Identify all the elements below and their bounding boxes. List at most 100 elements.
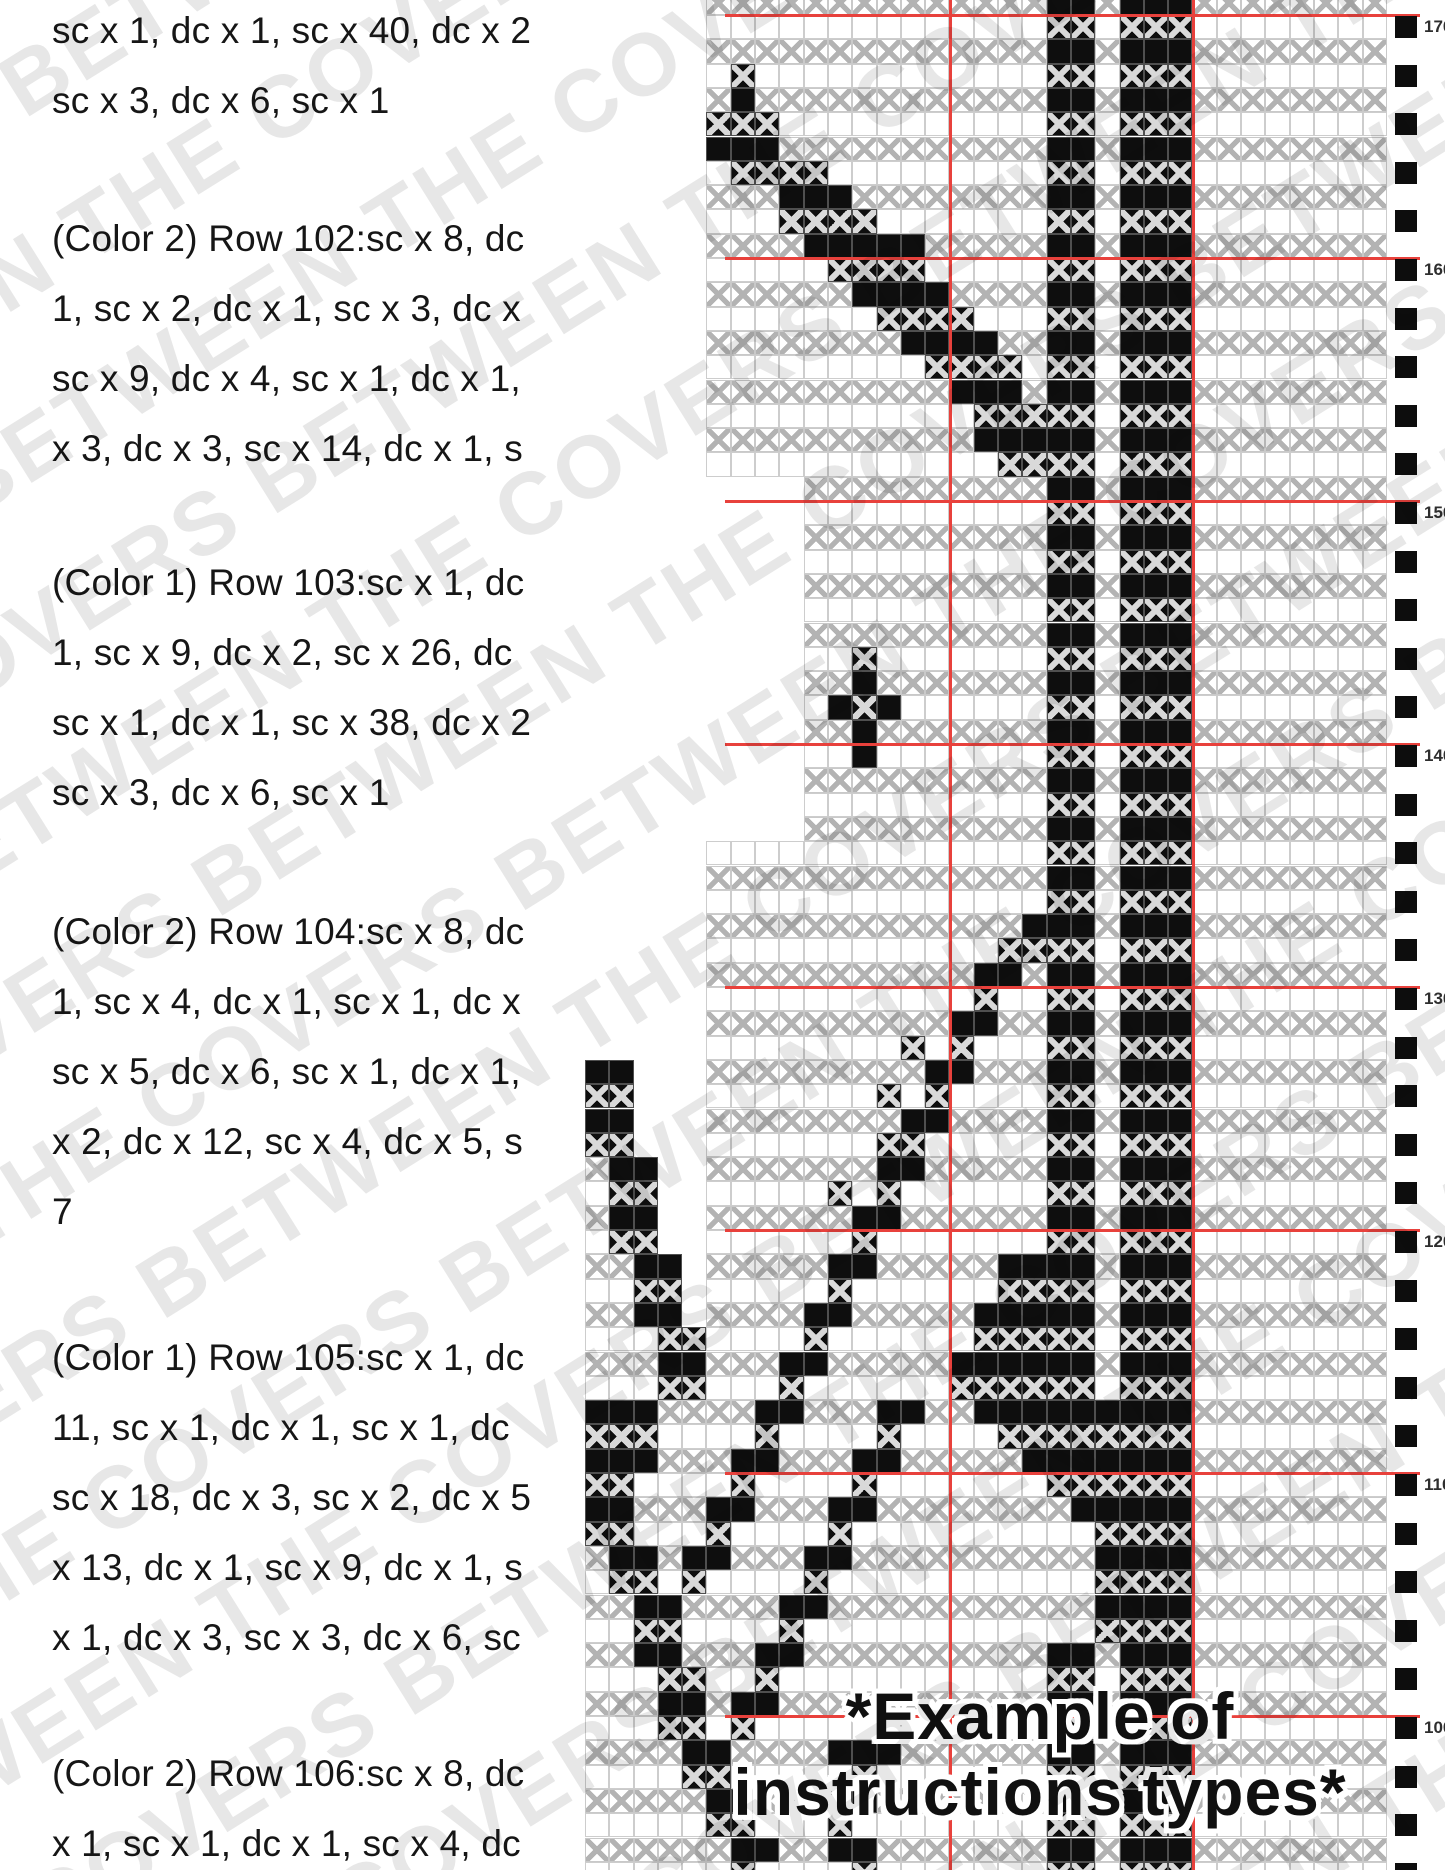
- row-marker: [1395, 1425, 1417, 1448]
- stitch-cell: [1192, 403, 1217, 429]
- stitch-cell: [1265, 1035, 1290, 1060]
- stitch-cell: [658, 647, 682, 671]
- chart-row-122: [585, 1181, 1387, 1206]
- stitch-cell: [1168, 87, 1193, 113]
- stitch-cell: [706, 1230, 731, 1255]
- stitch-cell: [1168, 1594, 1193, 1619]
- stitch-cell: [900, 1278, 926, 1303]
- stitch-cell: [1168, 719, 1193, 744]
- stitch-cell: [998, 1521, 1023, 1546]
- stitch-cell: [585, 550, 609, 574]
- stitch-cell: [803, 233, 828, 258]
- stitch-cell: [1070, 452, 1096, 477]
- stitch-cell: [876, 695, 901, 720]
- stitch-cell: [1289, 1691, 1314, 1716]
- stitch-cell: [779, 1084, 804, 1109]
- instruction-paragraph-4: (Color 1) Row 105:sc x 1, dc 11, sc x 1,…: [52, 1337, 532, 1658]
- stitch-cell: [1362, 719, 1387, 744]
- stitch-cell: [900, 1764, 926, 1789]
- stitch-cell: [973, 962, 999, 987]
- chart-row-147: [585, 573, 1387, 599]
- stitch-cell: [925, 403, 950, 429]
- stitch-cell: [973, 865, 999, 890]
- stitch-cell: [925, 1594, 950, 1619]
- stitch-cell: [779, 1764, 804, 1789]
- stitch-cell: [609, 1351, 634, 1376]
- stitch-cell: [876, 1667, 901, 1692]
- stitch-cell: [682, 987, 706, 1011]
- chart-row-136: [585, 841, 1387, 866]
- stitch-cell: [1095, 1181, 1120, 1206]
- stitch-cell: [1338, 0, 1363, 15]
- stitch-cell: [634, 258, 658, 282]
- stitch-cell: [1313, 476, 1339, 501]
- stitch-cell: [852, 1400, 877, 1425]
- stitch-cell: [755, 938, 780, 963]
- chart-row-110: [585, 1473, 1387, 1498]
- stitch-cell: [634, 137, 658, 161]
- stitch-cell: [1338, 792, 1363, 817]
- stitch-cell: [925, 282, 950, 307]
- stitch-cell: [1168, 598, 1193, 623]
- stitch-cell: [1265, 185, 1290, 210]
- stitch-cell: [852, 306, 877, 331]
- stitch-cell: [925, 501, 950, 526]
- stitch-cell: [949, 306, 974, 331]
- stitch-cell: [803, 1691, 828, 1716]
- stitch-cell: [998, 476, 1023, 501]
- stitch-cell: [1265, 136, 1290, 161]
- stitch-cell: [609, 598, 633, 622]
- stitch-cell: [1046, 1302, 1071, 1328]
- stitch-cell: [706, 623, 730, 647]
- stitch-cell: [706, 0, 731, 15]
- stitch-cell: [585, 793, 609, 817]
- stitch-cell: [1241, 792, 1266, 817]
- stitch-cell: [1241, 63, 1266, 88]
- stitch-cell: [1338, 15, 1363, 40]
- stitch-cell: [1022, 1375, 1047, 1401]
- stitch-cell: [1143, 938, 1169, 963]
- stitch-cell: [973, 1375, 999, 1401]
- stitch-cell: [658, 695, 682, 719]
- stitch-cell: [1046, 1424, 1071, 1449]
- stitch-cell: [682, 1060, 706, 1084]
- stitch-cell: [973, 1861, 999, 1870]
- stitch-cell: [949, 1497, 974, 1522]
- stitch-cell: [803, 1254, 828, 1279]
- stitch-cell: [1022, 646, 1047, 672]
- stitch-cell: [1362, 1351, 1387, 1376]
- stitch-cell: [706, 1400, 731, 1425]
- stitch-cell: [633, 1157, 658, 1182]
- stitch-cell: [973, 646, 999, 672]
- stitch-cell: [1362, 1521, 1387, 1546]
- stitch-cell: [1046, 15, 1071, 40]
- stitch-cell: [634, 574, 658, 598]
- stitch-cell: [730, 452, 756, 477]
- stitch-cell: [1265, 1643, 1290, 1668]
- stitch-cell: [876, 136, 901, 161]
- stitch-cell: [803, 841, 828, 866]
- stitch-cell: [803, 1570, 828, 1595]
- stitch-cell: [876, 1570, 901, 1595]
- stitch-cell: [1095, 622, 1120, 647]
- stitch-cell: [1168, 1691, 1193, 1716]
- stitch-cell: [1192, 622, 1217, 647]
- stitch-cell: [779, 1108, 804, 1133]
- stitch-cell: [876, 938, 901, 963]
- stitch-cell: [755, 306, 780, 331]
- stitch-cell: [1119, 136, 1144, 161]
- stitch-cell: [658, 64, 682, 88]
- stitch-cell: [1192, 1181, 1217, 1206]
- stitch-cell: [730, 0, 756, 15]
- stitch-cell: [1143, 1035, 1169, 1060]
- stitch-cell: [1313, 428, 1339, 453]
- stitch-cell: [755, 501, 779, 525]
- stitch-cell: [609, 452, 633, 476]
- stitch-cell: [1070, 306, 1096, 331]
- stitch-cell: [1216, 622, 1242, 647]
- chart-row-114: [585, 1375, 1387, 1401]
- stitch-cell: [1362, 39, 1387, 64]
- stitch-cell: [1216, 792, 1242, 817]
- stitch-cell: [1289, 87, 1314, 113]
- stitch-cell: [682, 1861, 707, 1870]
